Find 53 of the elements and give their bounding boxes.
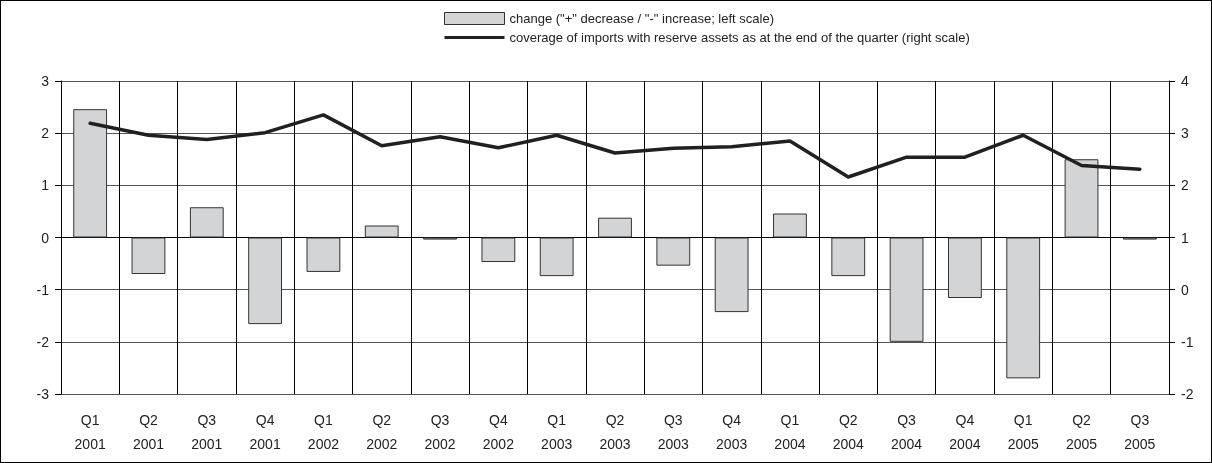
x-tick-label: Q2 2003 <box>599 412 631 452</box>
y2-tick-label: 0 <box>1181 281 1189 298</box>
y-tick-label: -2 <box>36 333 50 350</box>
x-tick-label: Q1 2001 <box>74 412 106 452</box>
x-tick-label: Q3 2005 <box>1124 412 1156 452</box>
legend-label: coverage of imports with reserve assets as at the end of the quarter (right scale) <box>509 30 970 45</box>
legend-label: change ("+" decrease / "-" increase; left scale) <box>509 11 775 26</box>
y-tick-label: -1 <box>36 281 50 298</box>
x-tick-label: Q3 2002 <box>424 412 456 452</box>
y-tick-label: 2 <box>41 125 50 142</box>
bar <box>598 217 632 238</box>
bar <box>364 225 399 238</box>
bar <box>889 237 924 342</box>
y2-tick-label: 4 <box>1181 73 1189 89</box>
x-tick-label: Q3 2001 <box>191 412 223 452</box>
x-tick-label: Q4 2002 <box>482 412 515 452</box>
x-tick-label: Q2 2001 <box>132 412 165 452</box>
y2-tick-label: 2 <box>1181 177 1189 194</box>
bar <box>773 213 807 238</box>
x-tick-label: Q3 2004 <box>891 412 923 452</box>
x-tick-label: Q1 2004 <box>774 412 806 452</box>
y-tick-label: 3 <box>41 73 50 89</box>
line-series <box>88 113 1142 179</box>
bar <box>306 237 341 272</box>
bar <box>189 207 224 238</box>
bar <box>73 109 108 238</box>
x-tick-label: Q4 2004 <box>949 412 981 452</box>
x-tick-label: Q1 2003 <box>541 412 573 452</box>
y2-tick-label: -2 <box>1181 386 1194 402</box>
y2-tick-label: 1 <box>1181 229 1189 246</box>
x-tick-label: Q4 2001 <box>249 412 281 452</box>
y-tick-label: 1 <box>41 177 50 194</box>
bar <box>131 237 166 275</box>
bar <box>248 237 283 325</box>
y2-tick-label: -1 <box>1181 333 1194 350</box>
x-tick-label: Q2 2004 <box>832 412 865 452</box>
x-tick-label: Q1 2005 <box>1007 412 1039 452</box>
bar <box>831 237 866 277</box>
x-tick-label: Q1 2002 <box>307 412 340 452</box>
x-tick-label: Q2 2005 <box>1065 412 1098 452</box>
x-tick-label: Q2 2002 <box>366 412 398 452</box>
bar <box>714 237 749 313</box>
y2-tick-label: 3 <box>1181 125 1189 142</box>
bar <box>656 237 691 266</box>
bar <box>1006 237 1041 379</box>
x-tick-label: Q3 2003 <box>657 412 690 452</box>
x-tick-label: Q4 2003 <box>716 412 748 452</box>
y-tick-label: -3 <box>36 386 50 402</box>
bar <box>539 237 574 277</box>
y-tick-label: 0 <box>41 229 50 246</box>
bar <box>947 237 982 299</box>
bar <box>1064 159 1099 238</box>
bar <box>481 237 516 263</box>
